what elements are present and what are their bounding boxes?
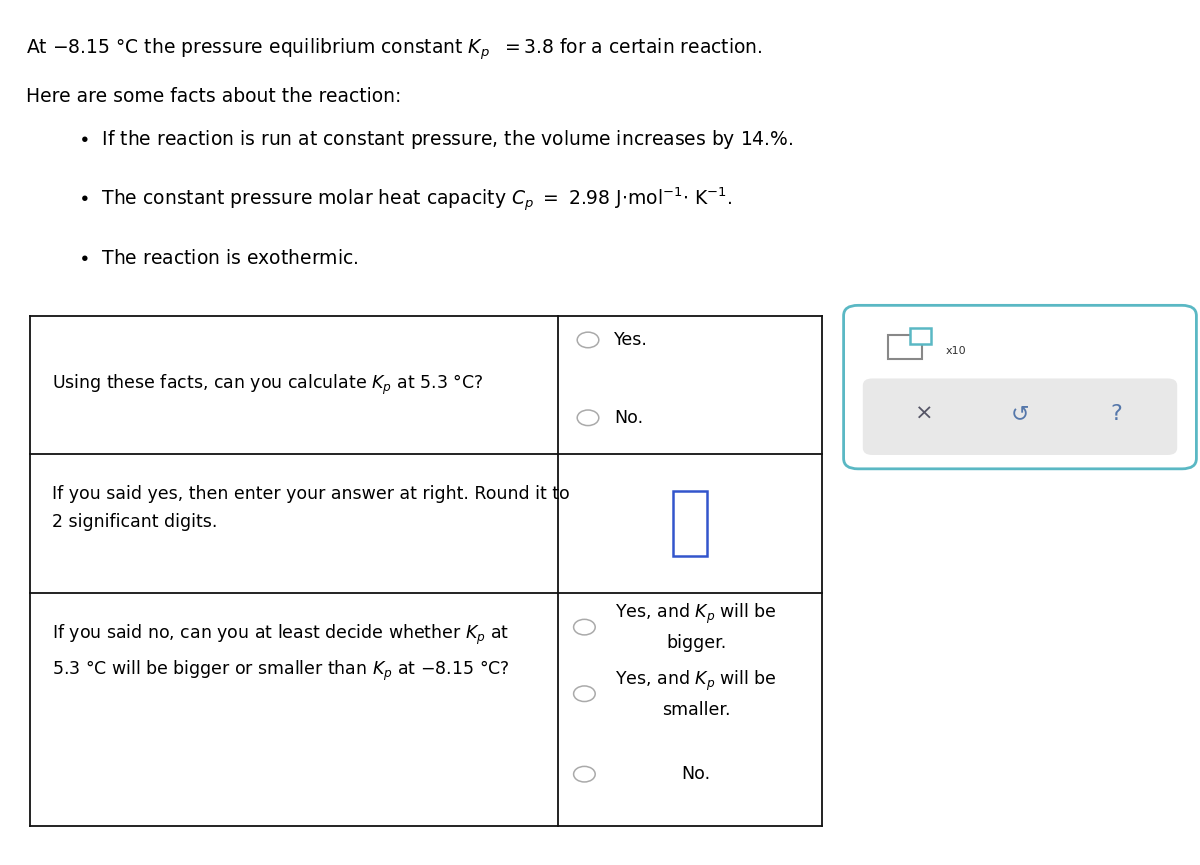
Text: ?: ? — [1110, 404, 1122, 424]
Text: No.: No. — [682, 766, 710, 783]
Text: ×: × — [914, 404, 934, 424]
Text: Here are some facts about the reaction:: Here are some facts about the reaction: — [26, 86, 402, 106]
Bar — [673, 490, 707, 555]
Text: $\bullet$  The constant pressure molar heat capacity $C_p$ $=$ 2.98 J$\cdot$mol$: $\bullet$ The constant pressure molar he… — [78, 186, 732, 214]
Text: x10: x10 — [946, 346, 966, 356]
FancyBboxPatch shape — [844, 305, 1196, 469]
Text: Yes.: Yes. — [614, 331, 648, 349]
Text: If you said no, can you at least decide whether $K_p$ at
5.3 °C will be bigger o: If you said no, can you at least decide … — [52, 623, 509, 683]
FancyBboxPatch shape — [863, 379, 1177, 455]
Text: $\bullet$  If the reaction is run at constant pressure, the volume increases by : $\bullet$ If the reaction is run at cons… — [78, 128, 793, 151]
Text: At $-$8.15 °C the pressure equilibrium constant $K_p$  $=$3.8 for a certain reac: At $-$8.15 °C the pressure equilibrium c… — [26, 36, 763, 61]
Text: Yes, and $K_p$ will be
smaller.: Yes, and $K_p$ will be smaller. — [616, 669, 776, 719]
Bar — [888, 335, 922, 360]
Text: No.: No. — [614, 409, 643, 426]
Text: Yes, and $K_p$ will be
bigger.: Yes, and $K_p$ will be bigger. — [616, 602, 776, 652]
Bar — [910, 328, 931, 343]
Text: $\bullet$  The reaction is exothermic.: $\bullet$ The reaction is exothermic. — [78, 249, 359, 268]
Text: If you said yes, then enter your answer at right. Round it to
2 significant digi: If you said yes, then enter your answer … — [52, 485, 569, 530]
Text: ↺: ↺ — [1010, 404, 1030, 424]
Text: Using these facts, can you calculate $K_p$ at 5.3 °C?: Using these facts, can you calculate $K_… — [52, 373, 484, 397]
